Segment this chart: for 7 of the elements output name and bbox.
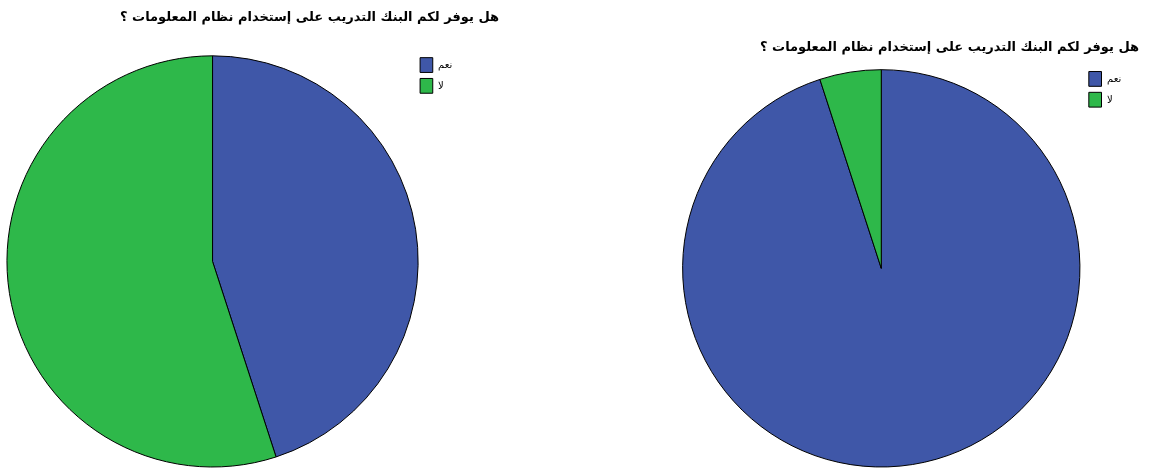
chart-title: هل يوفر لكم البنك التدريب على إستخدام نظام المعلومات ؟ (120, 9, 500, 25)
pie-slice (682, 69, 1081, 468)
legend-label: لا (1107, 94, 1113, 105)
legend-label: نعم (438, 59, 453, 71)
legend-label: نعم (1107, 73, 1122, 85)
legend-label: لا (438, 80, 444, 91)
chart-title: هل يوفر لكم البنك التدريب على إستخدام نظام المعلومات ؟ (760, 39, 1140, 55)
